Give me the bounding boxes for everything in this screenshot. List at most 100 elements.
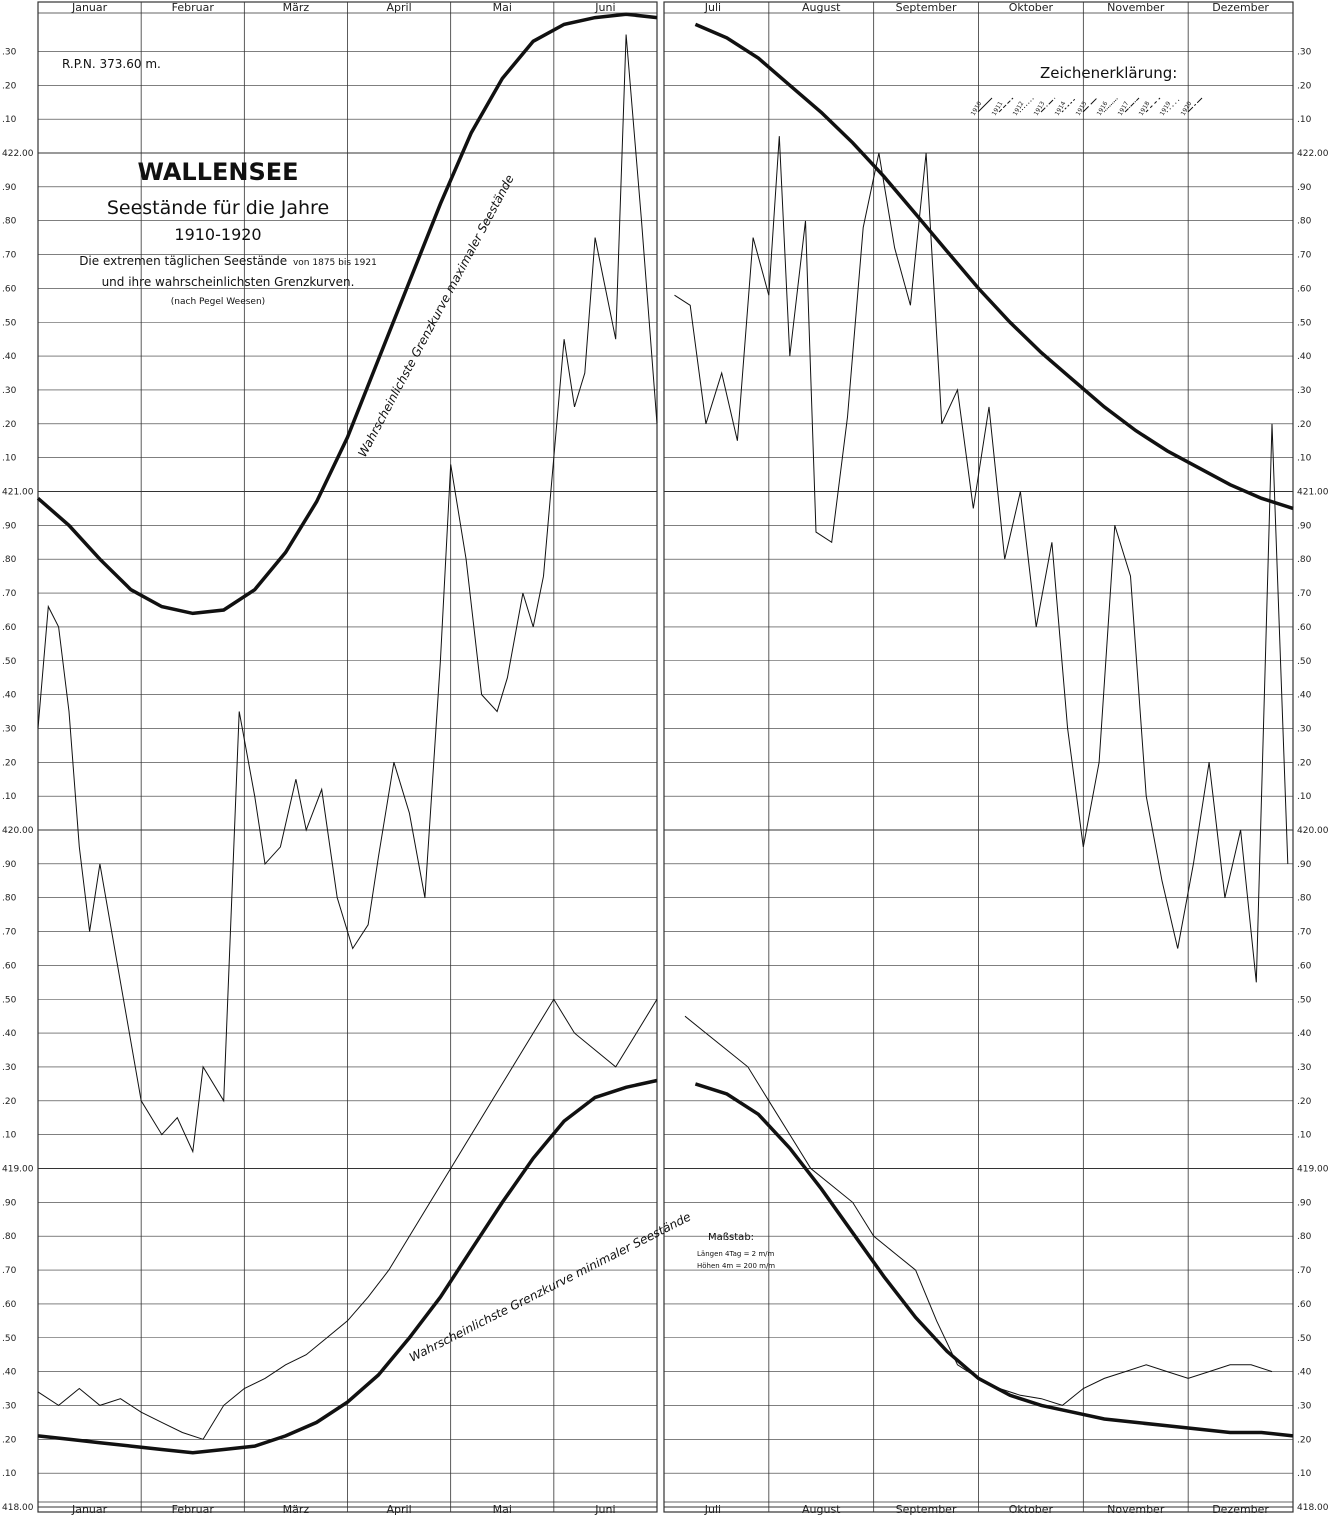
month-label-top: April xyxy=(387,1,412,14)
month-label-bottom: März xyxy=(283,1503,310,1515)
y-tick-label-left: .80 xyxy=(2,1232,17,1242)
legend-line-sample xyxy=(977,97,993,113)
y-tick-label-left: 421.00 xyxy=(2,488,34,498)
y-tick-label-right: .90 xyxy=(1297,183,1312,193)
y-tick-label-left: .20 xyxy=(2,420,17,430)
y-tick-label-right: .80 xyxy=(1297,1232,1312,1242)
y-tick-label-left: .90 xyxy=(2,521,17,531)
y-tick-label-right: .60 xyxy=(1297,961,1312,971)
y-tick-label-left: .10 xyxy=(2,792,17,802)
y-tick-label-right: .10 xyxy=(1297,115,1312,125)
y-tick-label-left: .50 xyxy=(2,1334,17,1344)
legend-line-sample xyxy=(1019,97,1035,113)
month-label-top: Juli xyxy=(704,1,721,14)
years-range: 1910-1920 xyxy=(174,225,261,244)
y-tick-label-left: .70 xyxy=(2,251,17,261)
y-tick-label-left: .30 xyxy=(2,1401,17,1411)
month-label-bottom: September xyxy=(896,1503,957,1515)
y-tick-label-left: 419.00 xyxy=(2,1165,34,1175)
y-tick-label-right: 421.00 xyxy=(1297,488,1329,498)
y-tick-label-left: .50 xyxy=(2,318,17,328)
y-tick-label-right: .20 xyxy=(1297,1435,1312,1445)
y-tick-label-left: .20 xyxy=(2,1097,17,1107)
y-tick-label-right: .80 xyxy=(1297,555,1312,565)
month-label-top: Februar xyxy=(172,1,215,14)
y-tick-label-right: .50 xyxy=(1297,657,1312,667)
y-tick-label-right: .30 xyxy=(1297,1063,1312,1073)
legend-line-sample xyxy=(1187,97,1203,113)
y-tick-label-left: 422.00 xyxy=(2,149,34,159)
y-axis-left: 418.00 .10 .20 .30 .40 .50 .60 .70 .80 .90 419.00.… xyxy=(2,47,34,1513)
y-tick-label-right: .40 xyxy=(1297,691,1312,701)
y-tick-label-left: .30 xyxy=(2,47,17,57)
y-tick-label-right: .70 xyxy=(1297,589,1312,599)
massstab-line2: Höhen 4m = 200 m/m xyxy=(697,1262,775,1270)
y-tick-label-right: .40 xyxy=(1297,1029,1312,1039)
description-line1-b: von 1875 bis 1921 xyxy=(293,258,377,268)
legend-title: Zeichenerklärung: xyxy=(1040,64,1177,82)
y-tick-label-left: .20 xyxy=(2,758,17,768)
month-labels-top: Januar Februar März April Mai Juni Juli August S… xyxy=(71,1,1269,14)
y-tick-label-left: .90 xyxy=(2,1198,17,1208)
y-tick-label-right: .20 xyxy=(1297,758,1312,768)
y-tick-label-left: .80 xyxy=(2,555,17,565)
month-label-bottom: Oktober xyxy=(1009,1503,1054,1515)
y-tick-label-left: .60 xyxy=(2,623,17,633)
month-label-top: Juni xyxy=(594,1,615,14)
y-tick-label-left: .60 xyxy=(2,284,17,294)
y-tick-label-right: 418.00 xyxy=(1297,1503,1329,1513)
y-tick-label-left: .30 xyxy=(2,1063,17,1073)
month-label-top: Oktober xyxy=(1009,1,1054,14)
legend-line-sample xyxy=(1124,97,1140,113)
y-tick-label-left: .70 xyxy=(2,928,17,938)
legend-line-sample xyxy=(1103,97,1119,113)
month-label-bottom: Mai xyxy=(493,1503,512,1515)
month-label-bottom: Februar xyxy=(172,1503,215,1515)
description-line3: (nach Pegel Weesen) xyxy=(171,297,265,307)
y-tick-label-right: .70 xyxy=(1297,1266,1312,1276)
y-tick-label-right: .20 xyxy=(1297,420,1312,430)
max-levels-series xyxy=(37,34,1289,1154)
y-tick-label-right: .50 xyxy=(1297,318,1312,328)
y-tick-label-right: .60 xyxy=(1297,284,1312,294)
y-tick-label-right: 422.00 xyxy=(1297,149,1329,159)
month-label-bottom: Juli xyxy=(704,1503,721,1515)
y-tick-label-left: .10 xyxy=(2,1131,17,1141)
lower-limit-curve xyxy=(37,1078,1294,1455)
month-label-bottom: August xyxy=(802,1503,841,1515)
y-axis-right: 418.00 .10 .20 .30 .40 .50 .60 .70 .80 .90 419.00.… xyxy=(1297,47,1329,1513)
legend-line-sample xyxy=(1166,97,1182,113)
month-labels-bottom: Januar Februar März April Mai Juni Juli August S… xyxy=(71,1503,1269,1515)
description-line2: und ihre wahrscheinlichsten Grenzkurven. xyxy=(102,275,355,289)
month-label-top: Dezember xyxy=(1212,1,1269,14)
y-tick-label-right: .20 xyxy=(1297,81,1312,91)
chart-subtitle: Seestände für die Jahre xyxy=(107,197,329,219)
y-tick-label-right: .30 xyxy=(1297,47,1312,57)
y-tick-label-right: .70 xyxy=(1297,251,1312,261)
y-tick-label-right: .10 xyxy=(1297,1469,1312,1479)
y-tick-label-left: 418.00 xyxy=(2,1503,34,1513)
description-line1: Die extremen täglichen Seestände von 187… xyxy=(79,254,377,268)
y-tick-label-right: .90 xyxy=(1297,1198,1312,1208)
y-tick-label-right: 419.00 xyxy=(1297,1165,1329,1175)
y-tick-label-left: .90 xyxy=(2,860,17,870)
month-label-top: August xyxy=(802,1,841,14)
data-series xyxy=(36,12,1294,1455)
description-line1-a: Die extremen täglichen Seestände xyxy=(79,254,287,268)
y-tick-label-right: .80 xyxy=(1297,217,1312,227)
y-tick-label-left: .20 xyxy=(2,1435,17,1445)
y-tick-label-right: .50 xyxy=(1297,995,1312,1005)
y-tick-label-left: .70 xyxy=(2,1266,17,1276)
month-label-top: Januar xyxy=(71,1,108,14)
month-label-bottom: November xyxy=(1107,1503,1165,1515)
legend-line-sample xyxy=(1082,97,1098,113)
y-tick-label-left: .40 xyxy=(2,691,17,701)
y-tick-label-left: .40 xyxy=(2,1029,17,1039)
y-tick-label-right: .90 xyxy=(1297,521,1312,531)
month-label-bottom: April xyxy=(387,1503,412,1515)
y-tick-label-left: .20 xyxy=(2,81,17,91)
month-label-bottom: Dezember xyxy=(1212,1503,1269,1515)
massstab-title: Maßstab: xyxy=(708,1232,754,1243)
